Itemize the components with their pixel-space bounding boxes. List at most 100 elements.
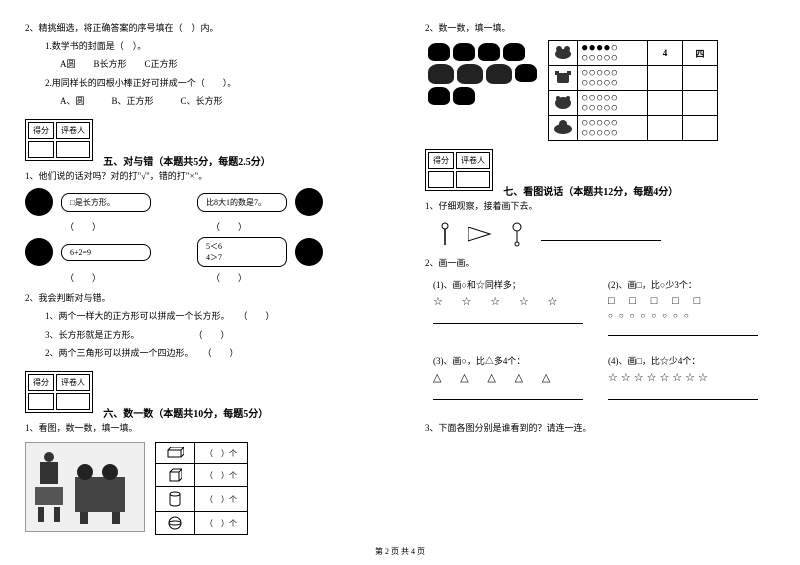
draw-label: (3)、画○，比△多4个： <box>433 354 592 367</box>
frog-icon <box>478 43 500 61</box>
right-column: 2、数一数，填一填。 ●●●●○○○○○○ 4 四 ○○○○○○○○○○ <box>400 0 800 565</box>
q2-sub2-opts: A、圆 B、正方形 C、长方形 <box>25 93 375 109</box>
q7-1: 1、仔细观察，接着画下去。 <box>425 198 775 214</box>
score-label: 得分 <box>428 152 454 169</box>
circle-row: ○ ○ ○ ○ ○ ○ ○ ○ <box>608 311 767 320</box>
speech-bubble: □是长方形。 <box>61 193 151 212</box>
q2-sub1-opts: A圆 B长方形 C正方形 <box>25 56 375 72</box>
score-block-5: 得分评卷人 五、对与错（本题共5分，每题2.5分） <box>25 111 375 168</box>
count-table: ●●●●○○○○○○ 4 四 ○○○○○○○○○○ ○○○○○○○○○○ ○○○… <box>548 40 718 141</box>
blank-cell <box>648 91 683 116</box>
speech-row-2: 6+2=9 5＜6 4＞7 <box>25 237 375 267</box>
face-icon <box>25 238 53 266</box>
grader-label: 评卷人 <box>456 152 490 169</box>
bubble-line: 5＜6 <box>206 241 278 252</box>
medal-icon <box>511 222 523 247</box>
circles-cell: ○○○○○○○○○○ <box>578 91 648 116</box>
sphere-icon <box>156 512 195 535</box>
grader-label: 评卷人 <box>56 374 90 391</box>
answer-line <box>433 312 583 324</box>
star-row: ☆☆☆☆☆☆☆☆ <box>608 371 767 384</box>
animal-cell <box>549 66 578 91</box>
count-area: ●●●●○○○○○○ 4 四 ○○○○○○○○○○ ○○○○○○○○○○ ○○○… <box>425 40 775 141</box>
r-q2-title: 2、数一数，填一填。 <box>425 20 775 36</box>
circles-cell: ○○○○○○○○○○ <box>578 66 648 91</box>
draw-cell-4: (4)、画□，比☆少4个： ☆☆☆☆☆☆☆☆ <box>600 350 775 404</box>
answer-line <box>608 324 758 336</box>
animal-cell <box>549 91 578 116</box>
frog-icon <box>503 43 525 61</box>
shape-count-table: （ ）个 （ ）个 （ ）个 （ ）个 <box>155 442 248 535</box>
q2-sub1: 1.数学书的封面是（ ）。 <box>25 38 375 54</box>
frog-icon <box>428 64 454 84</box>
section6-title: 六、数一数（本题共10分，每题5分） <box>103 409 268 420</box>
blank-cell <box>683 91 718 116</box>
answer-line <box>541 229 661 241</box>
speech-bubble: 比8大1的数是7。 <box>197 193 287 212</box>
frog-icon <box>486 64 512 84</box>
square-row: □ □ □ □ □ <box>608 295 767 307</box>
paren: （ ） <box>211 220 247 233</box>
q7-2: 2、画一画。 <box>425 255 775 271</box>
star-row: ☆ ☆ ☆ ☆ ☆ <box>433 295 592 308</box>
blank-cell <box>683 116 718 141</box>
animal-cell <box>549 41 578 66</box>
speech-bubble: 5＜6 4＞7 <box>197 237 287 267</box>
q6-1: 1、看图，数一数，填一填。 <box>25 420 375 436</box>
blank-cell <box>683 66 718 91</box>
draw-label: (2)、画□，比○少3个： <box>608 278 767 291</box>
left-column: 2、精挑细选，将正确答案的序号填在（ ）内。 1.数学书的封面是（ ）。 A圆 … <box>0 0 400 565</box>
q2-title: 2、精挑细选，将正确答案的序号填在（ ）内。 <box>25 20 375 36</box>
triangle-row: △ △ △ △ △ <box>433 371 592 384</box>
cn-cell: 四 <box>683 41 718 66</box>
draw-cell-3: (3)、画○，比△多4个： △ △ △ △ △ <box>425 350 600 404</box>
pattern-row <box>425 222 775 247</box>
score-table: 得分评卷人 <box>25 371 93 413</box>
face-icon <box>25 188 53 216</box>
paren: （ ） <box>65 271 101 284</box>
score-block-6: 得分评卷人 六、数一数（本题共10分，每题5分） <box>25 363 375 420</box>
paren-row: （ ） （ ） <box>25 271 375 284</box>
bubble-line: 4＞7 <box>206 252 278 263</box>
face-icon <box>295 238 323 266</box>
count-cell: （ ）个 <box>195 512 248 535</box>
circles-cell: ●●●●○○○○○○ <box>578 41 648 66</box>
frog-icon <box>515 64 537 82</box>
frog-icon <box>453 87 475 105</box>
q5-2-2: 3、长方形就是正方形。 （ ） <box>25 327 375 343</box>
face-icon <box>295 188 323 216</box>
q5-1: 1、他们说的话对吗？对的打"√"，错的打"×"。 <box>25 168 375 184</box>
count-cell: （ ）个 <box>195 487 248 512</box>
section7-title: 七、看图说话（本题共12分，每题4分） <box>503 187 678 198</box>
frog-icon <box>453 43 475 61</box>
score-table: 得分评卷人 <box>425 149 493 191</box>
cuboid-icon <box>156 443 195 464</box>
paren: （ ） <box>65 220 101 233</box>
score-label: 得分 <box>28 122 54 139</box>
draw-label: (4)、画□，比☆少4个： <box>608 354 767 367</box>
frog-icon <box>457 64 483 84</box>
section5-title: 五、对与错（本题共5分，每题2.5分） <box>103 157 271 168</box>
answer-line <box>433 388 583 400</box>
q7-3: 3、下面各图分别是谁看到的？请连一连。 <box>425 420 775 436</box>
speech-row-1: □是长方形。 比8大1的数是7。 <box>25 188 375 216</box>
circles-cell: ○○○○○○○○○○ <box>578 116 648 141</box>
blank-cell <box>648 116 683 141</box>
draw-label: (1)、画○和☆同样多； <box>433 278 592 291</box>
cylinder-icon <box>156 487 195 512</box>
q5-2-1: 1、两个一样大的正方形可以拼成一个长方形。 （ ） <box>25 308 375 324</box>
paren-row: （ ） （ ） <box>25 220 375 233</box>
grader-label: 评卷人 <box>56 122 90 139</box>
robot-image <box>25 442 145 532</box>
frog-icon <box>428 87 450 105</box>
q5-2-3: 2、两个三角形可以拼成一个四边形。 （ ） <box>25 345 375 361</box>
frog-icon <box>428 43 450 61</box>
num-cell: 4 <box>648 41 683 66</box>
count-cell: （ ）个 <box>195 443 248 464</box>
q2-sub2: 2.用同样长的四根小棒正好可拼成一个（ ）。 <box>25 75 375 91</box>
paren: （ ） <box>211 271 247 284</box>
robot-section: （ ）个 （ ）个 （ ）个 （ ）个 <box>25 442 375 535</box>
blank-cell <box>648 66 683 91</box>
draw-cell-2: (2)、画□，比○少3个： □ □ □ □ □ ○ ○ ○ ○ ○ ○ ○ ○ <box>600 274 775 340</box>
q5-2: 2、我会判断对与错。 <box>25 290 375 306</box>
